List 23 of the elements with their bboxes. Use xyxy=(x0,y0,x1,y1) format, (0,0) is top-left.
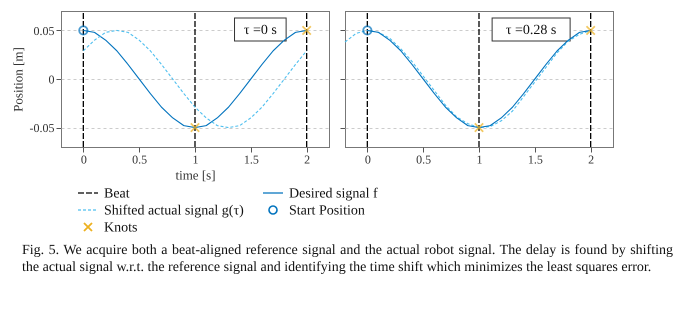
caption: Fig. 5. We acquire both a beat-aligned reference signal and the actual robot signal. The delay is found by shifting the actual signal w.r.t. the reference signal and identifying the time shift which minimizes the least squares error. xyxy=(22,242,673,276)
x-tick-label: 1 xyxy=(192,152,198,166)
annotation: τ =0 s xyxy=(244,23,277,38)
y-axis-title: Position [m] xyxy=(10,47,26,112)
legend-label: Start Position xyxy=(289,204,365,218)
x-tick-label: 0 xyxy=(80,152,87,166)
legend-label: Beat xyxy=(104,186,130,202)
legend-label: Knots xyxy=(104,220,138,236)
x-tick-label: 0.5 xyxy=(416,152,432,166)
x-tick-label: 2 xyxy=(588,152,594,166)
y-tick-label: 0.05 xyxy=(34,24,54,38)
legend-label: Desired signal f xyxy=(289,186,378,202)
legend-label: Shifted actual signal g(τ) xyxy=(104,204,244,218)
x-tick-label: 0.5 xyxy=(132,152,148,166)
x-tick-label: 1 xyxy=(476,152,482,166)
x-tick-label: 2 xyxy=(304,152,310,166)
x-tick-label: 1.5 xyxy=(244,152,259,166)
x-tick-label: 1.5 xyxy=(528,152,543,166)
x-axis-title: time [s] xyxy=(175,168,216,182)
y-tick-label: 0 xyxy=(48,72,54,86)
y-tick-label: -0.05 xyxy=(30,121,54,136)
annotation: τ =0.28 s xyxy=(506,23,556,38)
x-tick-label: 0 xyxy=(364,152,371,166)
